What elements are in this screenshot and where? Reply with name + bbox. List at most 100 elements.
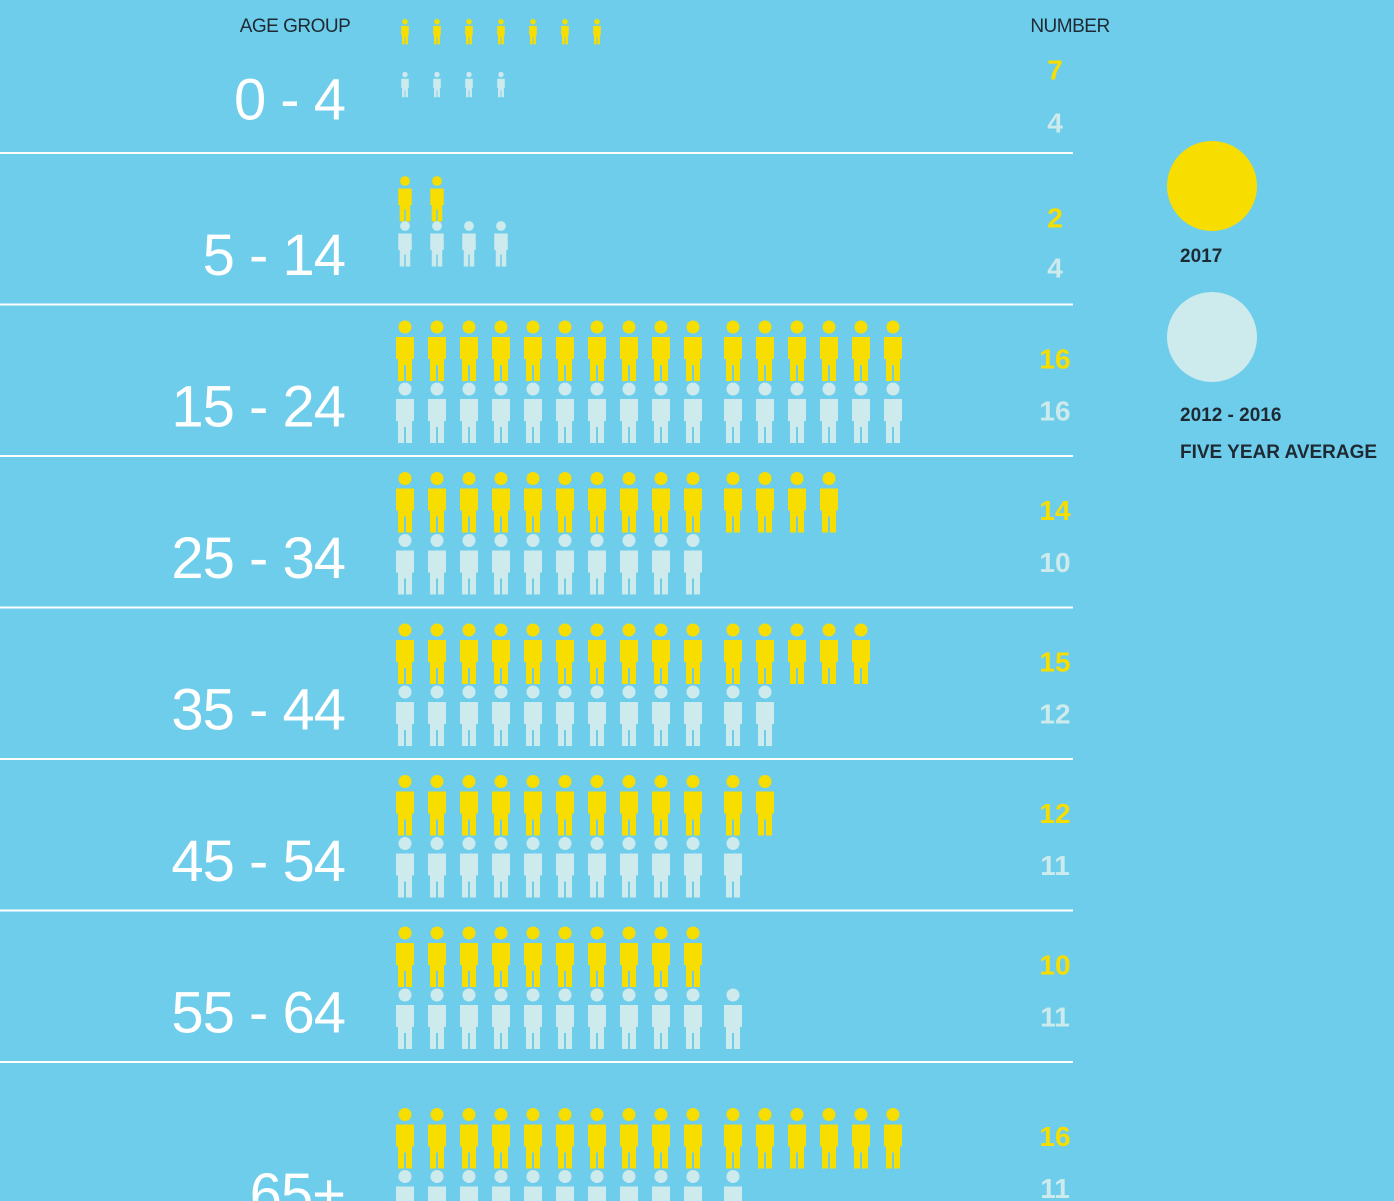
icon-head xyxy=(432,176,442,186)
icon-group xyxy=(401,18,601,45)
icon-head xyxy=(494,534,508,547)
icon-head xyxy=(790,1108,804,1121)
icon-head xyxy=(398,320,412,334)
person-icon xyxy=(820,1108,838,1169)
icon-head xyxy=(886,382,900,396)
icon-body xyxy=(524,399,542,443)
age-label: 25 - 34 xyxy=(171,526,345,591)
icon-body xyxy=(428,943,446,987)
icon-head xyxy=(526,320,540,334)
icon-body xyxy=(492,488,510,533)
icon-head xyxy=(526,837,540,850)
icon-head xyxy=(494,382,508,396)
person-icon xyxy=(556,623,574,684)
person-icon xyxy=(396,1170,414,1201)
person-icon xyxy=(524,775,542,836)
icon-body xyxy=(652,399,670,443)
icon-body xyxy=(684,1005,702,1049)
person-icon xyxy=(398,176,412,222)
person-icon xyxy=(820,382,838,443)
person-icon xyxy=(465,18,473,45)
person-icon xyxy=(556,926,574,987)
icon-body xyxy=(396,337,414,381)
icon-body xyxy=(428,640,446,684)
person-icon xyxy=(524,685,542,746)
icon-body xyxy=(724,337,742,381)
icon-head xyxy=(526,534,540,547)
icon-head xyxy=(558,382,572,396)
person-icon xyxy=(588,320,606,381)
icon-head xyxy=(430,472,444,485)
icon-head xyxy=(462,837,476,850)
icon-head xyxy=(464,221,474,231)
icon-body xyxy=(524,791,542,836)
icon-body xyxy=(460,791,478,836)
icon-head xyxy=(558,623,572,637)
person-icon xyxy=(497,18,505,45)
person-icon xyxy=(433,71,441,98)
icon-head xyxy=(590,623,604,637)
icon-body xyxy=(494,233,508,267)
person-icon xyxy=(428,472,446,533)
icon-body xyxy=(588,337,606,381)
icon-body xyxy=(556,1005,574,1049)
icon-head xyxy=(790,472,804,485)
icon-head xyxy=(654,320,668,334)
icon-body xyxy=(492,550,510,595)
icon-head xyxy=(462,472,476,485)
icon-head xyxy=(758,472,772,485)
icon-body xyxy=(652,791,670,836)
icon-body xyxy=(524,943,542,987)
legend-label: 2017 xyxy=(1180,246,1223,267)
icon-head xyxy=(854,382,868,396)
icon-head xyxy=(494,926,508,940)
icon-head xyxy=(590,472,604,485)
icon-body xyxy=(401,25,409,45)
icon-body xyxy=(524,640,542,684)
icon-head xyxy=(654,837,668,850)
person-icon xyxy=(588,775,606,836)
icon-body xyxy=(561,25,569,45)
icon-head xyxy=(498,18,504,25)
icon-head xyxy=(558,1108,572,1121)
icon-head xyxy=(726,320,740,334)
icon-head xyxy=(526,926,540,940)
icon-head xyxy=(430,534,444,547)
icon-body xyxy=(396,1186,414,1201)
icon-head xyxy=(590,1170,604,1183)
icon-body xyxy=(492,791,510,836)
icon-body xyxy=(428,488,446,533)
icon-head xyxy=(622,685,636,699)
person-icon xyxy=(529,18,537,45)
person-icon xyxy=(724,775,742,836)
person-icon xyxy=(524,926,542,987)
icon-head xyxy=(758,685,772,699)
person-icon xyxy=(556,1108,574,1169)
person-icon xyxy=(428,320,446,381)
icon-head xyxy=(726,623,740,637)
value-label: 14 xyxy=(1039,495,1071,526)
icon-body xyxy=(620,550,638,595)
icon-head xyxy=(822,1108,836,1121)
icon-group xyxy=(396,382,902,443)
icon-head xyxy=(654,1108,668,1121)
icon-head xyxy=(400,221,410,231)
person-icon xyxy=(620,1108,638,1169)
icon-head xyxy=(726,1108,740,1121)
person-icon xyxy=(684,623,702,684)
icon-body xyxy=(428,1005,446,1049)
icon-head xyxy=(498,71,504,78)
icon-head xyxy=(526,988,540,1002)
person-icon xyxy=(428,623,446,684)
person-icon xyxy=(401,18,409,45)
person-icon xyxy=(620,837,638,898)
person-icon xyxy=(788,1108,806,1169)
person-icon xyxy=(524,382,542,443)
icon-head xyxy=(430,926,444,940)
person-icon xyxy=(492,623,510,684)
icon-head xyxy=(494,623,508,637)
icon-body xyxy=(684,791,702,836)
icon-head xyxy=(822,320,836,334)
legend-swatch xyxy=(1167,292,1257,382)
icon-head xyxy=(434,18,440,25)
